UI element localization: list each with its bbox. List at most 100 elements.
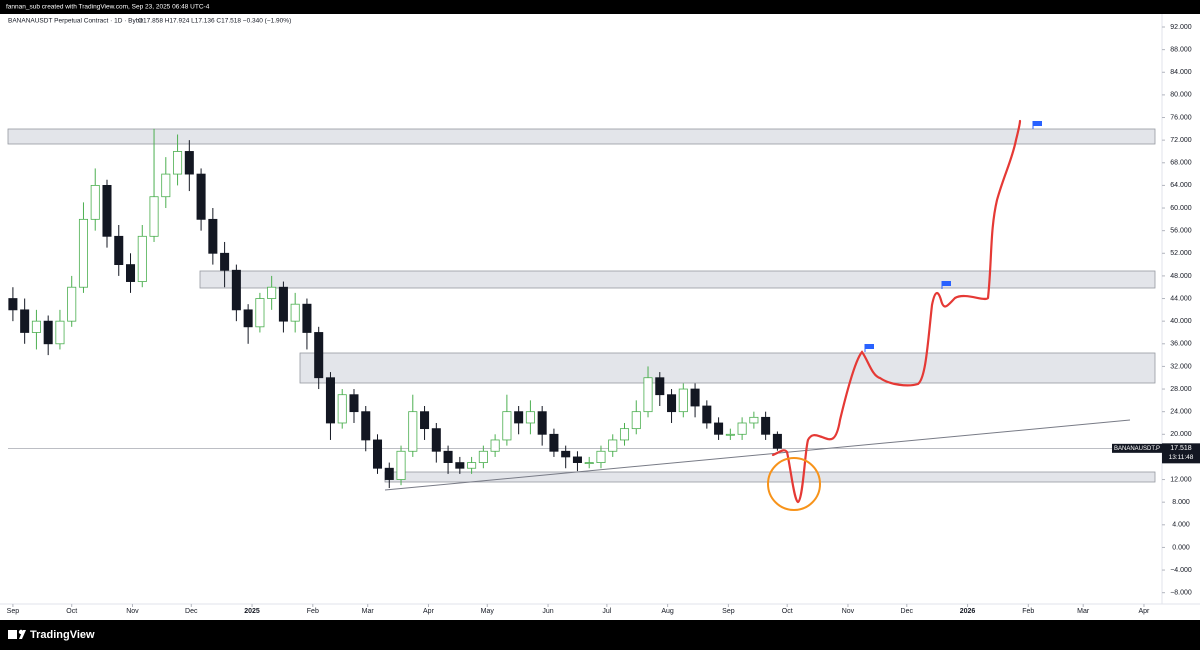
candle-body	[655, 377, 665, 396]
candle-body	[761, 416, 771, 435]
x-tick-label: Dec	[185, 608, 198, 615]
candle-body	[243, 309, 253, 328]
candle-body	[325, 377, 335, 424]
candle-body	[396, 450, 406, 480]
candle-body	[67, 286, 77, 322]
candle-body	[596, 450, 606, 463]
candle-body	[431, 428, 441, 452]
candle-body	[514, 411, 524, 424]
candle-body	[349, 394, 359, 413]
symbol-label: BANANAUSDT.P	[1114, 446, 1160, 452]
candles	[8, 128, 782, 489]
x-tick-label: May	[481, 608, 495, 615]
ohlc-legend: O17.858 H17.924 L17.136 C17.518 −0.340 (…	[138, 18, 291, 25]
x-tick-label: Aug	[661, 608, 674, 615]
countdown-label: 13:11:48	[1169, 454, 1194, 461]
trend-line	[384, 419, 1131, 491]
candle-body	[537, 411, 547, 435]
x-tick-label: Nov	[842, 608, 855, 615]
candle-body	[714, 422, 724, 435]
candle-body	[455, 462, 465, 469]
y-tick-label: 24.000	[1170, 409, 1192, 416]
candle-body	[102, 184, 112, 237]
candle-body	[749, 416, 759, 424]
flag	[864, 344, 874, 352]
x-tick-label: 2026	[960, 608, 976, 615]
y-tick-label: 68.000	[1170, 160, 1192, 167]
candle-body	[772, 433, 782, 449]
zone	[7, 128, 1156, 145]
candle-body	[267, 286, 277, 299]
y-tick-label: 80.000	[1170, 92, 1192, 99]
x-tick-label: Oct	[66, 608, 77, 615]
price-box	[1162, 443, 1200, 464]
y-tick-label: 40.000	[1170, 318, 1192, 325]
candle-body	[184, 151, 194, 175]
annotations	[384, 119, 1131, 511]
candle-body	[302, 303, 312, 333]
candle-body	[737, 422, 747, 435]
y-tick-label: 92.000	[1170, 24, 1192, 31]
candle-body	[384, 467, 394, 480]
zone	[299, 352, 1156, 384]
candle-body	[20, 309, 30, 333]
x-tick-label: Nov	[126, 608, 139, 615]
candle-body	[608, 439, 618, 452]
y-tick-label: 64.000	[1170, 182, 1192, 189]
x-tick-label: Feb	[1022, 608, 1034, 615]
candle-body	[208, 218, 218, 254]
candle-body	[584, 462, 594, 464]
footer	[0, 620, 1200, 650]
y-tick-label: 4.000	[1172, 522, 1190, 529]
candle-body	[278, 286, 288, 322]
candle-body	[549, 433, 559, 452]
candle-body	[161, 173, 171, 198]
symbol-box	[1112, 443, 1162, 453]
candle-body	[125, 264, 136, 282]
candle-body	[231, 269, 241, 311]
y-tick-label: 76.000	[1170, 114, 1192, 121]
drawings	[7, 128, 1156, 483]
x-tick-label: Dec	[901, 608, 914, 615]
candle-body	[690, 388, 700, 407]
candle-body	[372, 439, 383, 469]
x-tick-label: Jul	[602, 608, 611, 615]
x-tick-label: Mar	[362, 608, 375, 615]
candle-body	[90, 184, 100, 220]
candle-body	[572, 456, 582, 463]
candle-body	[678, 388, 688, 413]
candle-body	[490, 439, 500, 452]
candle-body	[78, 218, 88, 288]
y-tick-label: 20.000	[1170, 431, 1192, 438]
y-tick-label: 0.000	[1172, 544, 1190, 551]
candle-body	[8, 298, 18, 311]
y-tick-label: −4.000	[1170, 567, 1192, 574]
candle-body	[420, 411, 430, 430]
y-tick-label: 52.000	[1170, 250, 1192, 257]
candle-body	[702, 405, 712, 424]
candle-body	[149, 196, 159, 237]
plot-background	[0, 14, 1200, 620]
candle-body	[619, 428, 630, 441]
candle-body	[725, 433, 735, 436]
candle-body	[314, 332, 324, 379]
y-tick-label: 8.000	[1172, 499, 1190, 506]
y-tick-label: 32.000	[1170, 363, 1192, 370]
x-tick-label: 2025	[244, 608, 260, 615]
x-tick-label: Mar	[1077, 608, 1090, 615]
candle-body	[478, 450, 488, 463]
flag	[1032, 121, 1042, 129]
candle-body	[467, 462, 477, 469]
x-tick-label: Apr	[1139, 608, 1151, 615]
x-tick-label: Apr	[423, 608, 435, 615]
y-tick-label: 48.000	[1170, 273, 1192, 280]
candle-body	[631, 411, 641, 430]
y-tick-label: 12.000	[1170, 476, 1192, 483]
candle-body	[137, 235, 147, 282]
brand-logo	[8, 629, 26, 639]
x-tick-label: Sep	[7, 608, 20, 615]
price-label: 17.518	[1170, 445, 1192, 452]
candle-body	[290, 303, 300, 322]
y-tick-label: −8.000	[1170, 590, 1192, 597]
